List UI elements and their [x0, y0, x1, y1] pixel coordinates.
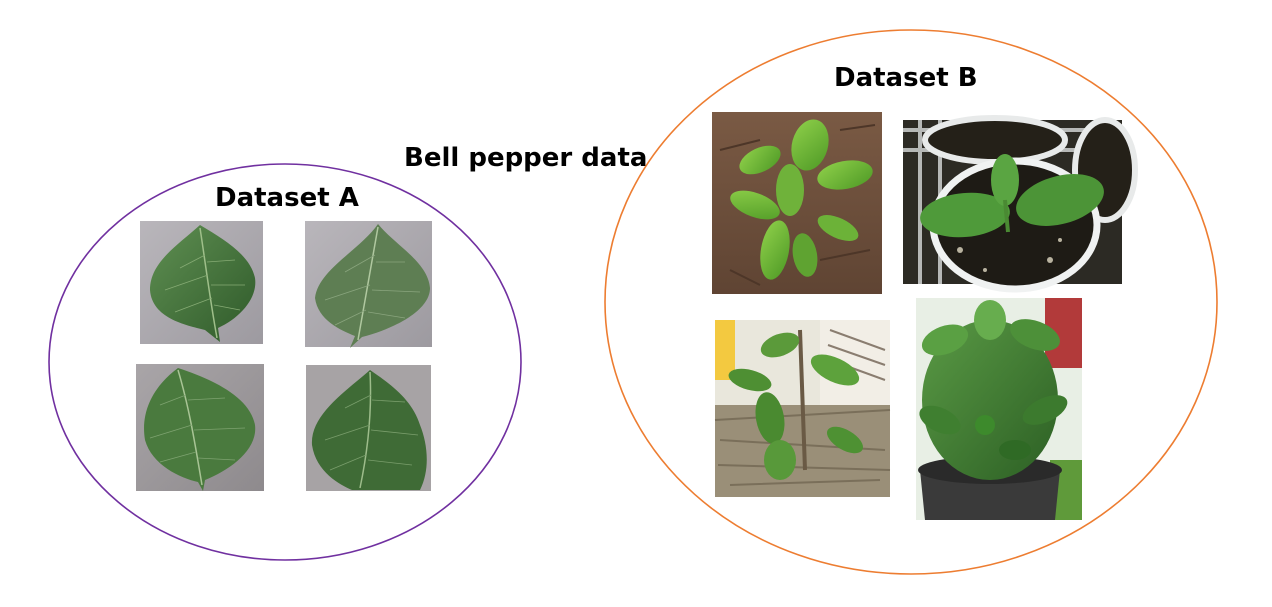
dataset-b-label: Dataset B: [834, 63, 978, 93]
plant-image-soil: [712, 112, 882, 294]
dataset-b-boundary: [604, 29, 1218, 575]
diagram-title: Bell pepper data: [404, 143, 647, 173]
leaf-image-1: [140, 221, 263, 344]
leaf-image-3: [136, 364, 264, 491]
plant-image-mulch: [714, 320, 891, 497]
plant-image-tray: [903, 115, 1138, 293]
leaf-image-4: [306, 365, 431, 491]
dataset-a-label: Dataset A: [215, 183, 359, 213]
plant-image-pot: [916, 298, 1082, 520]
dataset-a-boundary: [48, 163, 522, 561]
leaf-image-2: [305, 221, 432, 348]
